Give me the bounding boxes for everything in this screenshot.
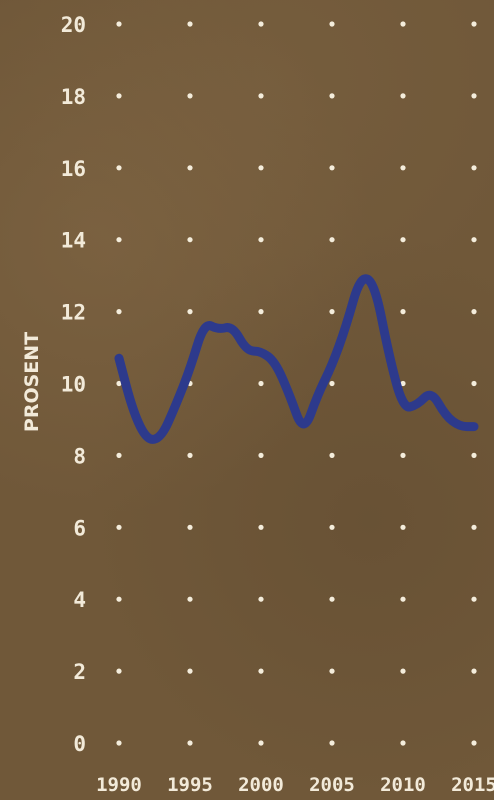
y-tick-label: 0 — [73, 732, 86, 756]
grid-dot — [258, 524, 264, 530]
x-tick-label: 1990 — [96, 774, 142, 796]
grid-dot — [187, 309, 193, 315]
grid-dot — [187, 21, 193, 27]
grid-dot — [400, 237, 406, 243]
grid-dot — [116, 668, 122, 674]
grid-dot — [258, 668, 264, 674]
grid-dot — [400, 165, 406, 171]
y-tick-label: 20 — [61, 13, 86, 37]
grid-dot — [187, 165, 193, 171]
grid-dot — [187, 452, 193, 458]
y-axis-ticks: 0 2 4 6 8 10 12 14 16 18 20 — [61, 13, 86, 756]
grid-dot — [471, 524, 477, 530]
grid-dot — [116, 21, 122, 27]
grid-dot — [400, 380, 406, 387]
y-tick-label: 2 — [73, 660, 86, 684]
grid-dot — [258, 237, 264, 243]
grid-dot — [400, 740, 406, 746]
grid-dot — [187, 740, 193, 746]
y-tick-label: 6 — [73, 516, 86, 540]
grid-dot — [258, 21, 264, 27]
grid-dot — [471, 237, 477, 243]
grid-dots — [116, 21, 477, 746]
y-tick-label: 16 — [61, 157, 86, 181]
grid-dot — [258, 165, 264, 171]
grid-dot — [116, 165, 122, 171]
grid-dot — [400, 668, 406, 674]
x-tick-label: 2005 — [309, 774, 355, 796]
y-tick-label: 18 — [61, 85, 86, 109]
grid-dot — [329, 165, 335, 171]
grid-dot — [187, 524, 193, 530]
grid-dot — [329, 237, 335, 243]
series-line — [114, 274, 479, 444]
x-tick-label: 2010 — [380, 774, 426, 796]
grid-dot — [187, 237, 193, 243]
grid-dot — [471, 380, 477, 387]
y-axis-label: PROSENT — [21, 332, 43, 432]
grid-dot — [116, 596, 122, 602]
grid-dot — [329, 524, 335, 530]
grid-dot — [400, 452, 406, 458]
grid-dot — [187, 93, 193, 99]
x-tick-label: 1995 — [167, 774, 213, 796]
grid-dot — [471, 21, 477, 27]
grid-dot — [258, 309, 264, 315]
y-tick-label: 10 — [61, 373, 86, 397]
grid-dot — [258, 93, 264, 99]
x-axis-ticks: 1990 1995 2000 2005 2010 2015 — [96, 774, 494, 796]
series-layer — [114, 274, 479, 444]
grid-dot — [329, 21, 335, 27]
grid-dot — [116, 237, 122, 243]
grid-dot — [329, 740, 335, 746]
grid-dot — [400, 21, 406, 27]
x-tick-label: 2000 — [238, 774, 284, 796]
y-tick-label: 8 — [73, 444, 86, 468]
grid-dot — [471, 165, 477, 171]
grid-dot — [471, 93, 477, 99]
grid-dot — [400, 524, 406, 530]
grid-dot — [116, 452, 122, 458]
grid-dot — [400, 309, 406, 315]
grid-dot — [471, 668, 477, 674]
grid-dot — [116, 740, 122, 746]
grid-dot — [116, 93, 122, 99]
y-tick-label: 4 — [73, 588, 86, 612]
grid-dot — [400, 93, 406, 99]
grid-dot — [329, 596, 335, 602]
grid-dot — [471, 452, 477, 458]
grid-dot — [187, 596, 193, 602]
grid-dot — [471, 596, 477, 602]
y-tick-label: 12 — [61, 301, 86, 325]
grid-dot — [400, 596, 406, 602]
grid-dot — [116, 309, 122, 315]
grid-dot — [329, 452, 335, 458]
grid-dot — [116, 380, 122, 387]
grid-dot — [329, 380, 335, 387]
grid-dot — [258, 740, 264, 746]
grid-dot — [187, 668, 193, 674]
grid-dot — [116, 524, 122, 530]
grid-dot — [329, 309, 335, 315]
grid-dot — [258, 452, 264, 458]
grid-dot — [471, 309, 477, 315]
grid-dot — [258, 380, 264, 387]
grid-dot — [329, 668, 335, 674]
grid-dot — [258, 596, 264, 602]
y-tick-label: 14 — [61, 229, 86, 253]
x-tick-label: 2015 — [451, 774, 494, 796]
grid-dot — [329, 93, 335, 99]
grid-dot — [471, 740, 477, 746]
